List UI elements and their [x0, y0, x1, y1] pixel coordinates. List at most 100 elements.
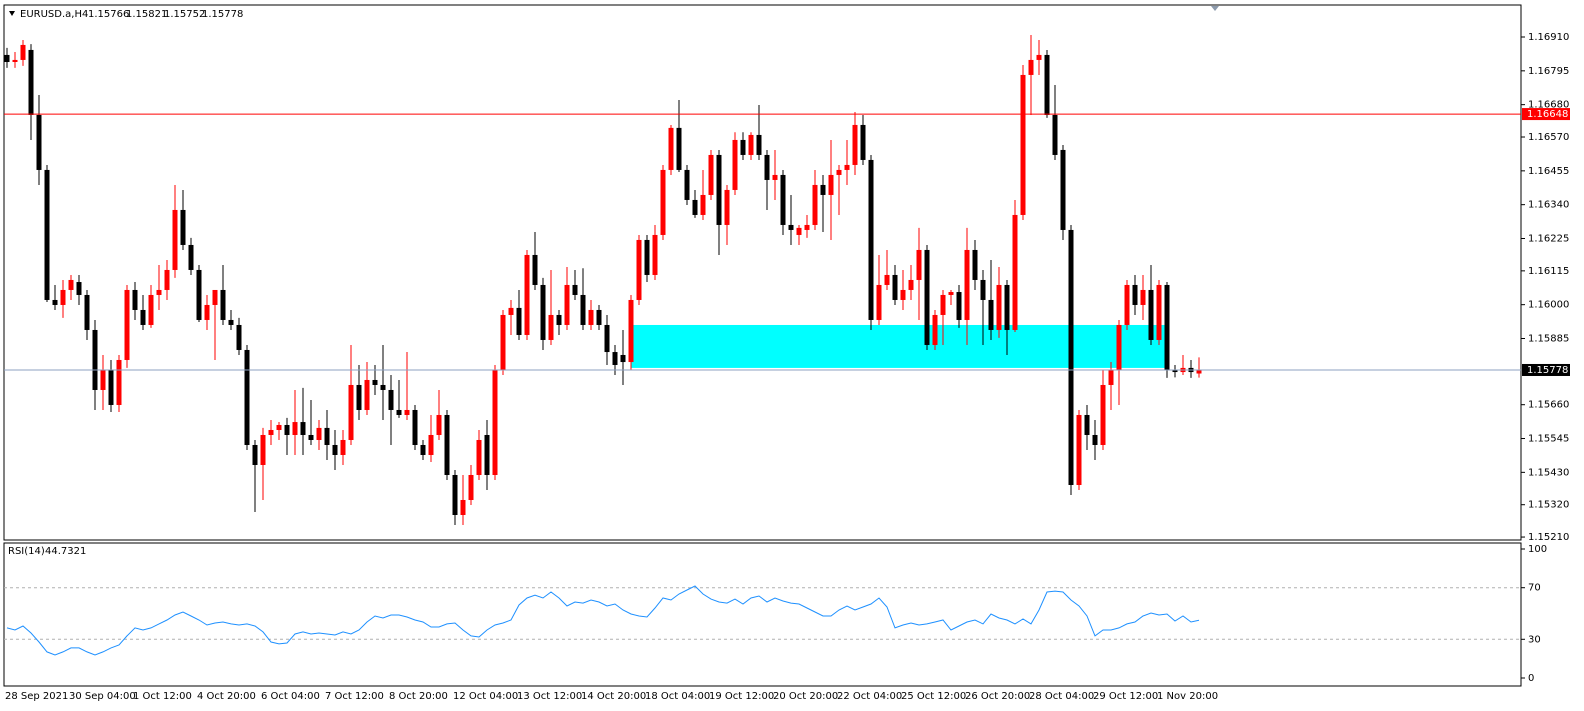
candle-body	[884, 274, 890, 285]
x-tick-label: 7 Oct 12:00	[325, 691, 384, 702]
candle-body	[964, 249, 970, 320]
candle-body	[148, 294, 154, 325]
y-tick-label: 1.16910	[1528, 32, 1569, 43]
candle-body	[708, 154, 714, 195]
candle-body	[468, 474, 474, 500]
candle-body	[460, 499, 466, 515]
candle-body	[876, 284, 882, 320]
candle-body	[220, 289, 226, 320]
candle-body	[588, 309, 594, 325]
x-tick-label: 13 Oct 12:00	[517, 691, 582, 702]
zone-layer	[631, 324, 1167, 368]
x-tick-label: 18 Oct 04:00	[645, 691, 710, 702]
x-tick-label: 28 Oct 04:00	[1029, 691, 1094, 702]
candle-body	[828, 174, 834, 195]
candle-body	[1124, 284, 1130, 325]
candle-body	[340, 439, 346, 455]
candle-body	[4, 54, 10, 63]
x-tick-label: 1 Nov 20:00	[1157, 691, 1218, 702]
symbol: EURUSD.a,H4	[20, 9, 88, 20]
candle-body	[452, 474, 458, 515]
candle-body	[84, 294, 90, 330]
y-tick-label: 1.15545	[1528, 434, 1569, 445]
candle-body	[1012, 214, 1018, 330]
y-tick-label: 1.16340	[1528, 200, 1569, 211]
candle-body	[644, 239, 650, 275]
x-tick-label: 8 Oct 20:00	[389, 691, 448, 702]
candle-body	[380, 384, 386, 390]
x-tick-label: 30 Sep 04:00	[69, 691, 136, 702]
candle-body	[604, 324, 610, 353]
menu-arrow[interactable]	[9, 11, 15, 16]
x-tick-label: 28 Sep 2021	[5, 691, 68, 702]
candle-body	[108, 369, 114, 405]
candle-body	[916, 249, 922, 280]
candle-body	[188, 244, 194, 270]
x-tick-label: 1 Oct 12:00	[133, 691, 192, 702]
y-tick-label: 1.16570	[1528, 132, 1569, 143]
candle-body	[1068, 229, 1074, 485]
candle-body	[852, 124, 858, 165]
candle-body	[1060, 149, 1066, 230]
candle-body	[60, 289, 66, 305]
candle-body	[844, 164, 850, 170]
candle-body	[596, 309, 602, 325]
candle-body	[956, 292, 962, 320]
candle-body	[860, 124, 866, 160]
y-tick-label: 1.15320	[1528, 500, 1569, 511]
candle-body	[156, 289, 162, 295]
candle-body	[580, 294, 586, 325]
y-tick-label: 1.16115	[1528, 266, 1569, 277]
candle-body	[316, 427, 322, 440]
candle-body	[324, 427, 330, 445]
candle-body	[284, 424, 290, 435]
candle-body	[1140, 289, 1146, 305]
candle-body	[1196, 369, 1202, 374]
candle-body	[12, 59, 18, 63]
candle-body	[116, 359, 122, 405]
candle-body	[228, 319, 234, 325]
candle-body	[372, 379, 378, 385]
candle-body	[748, 134, 754, 155]
y-tick-label: 1.15210	[1528, 532, 1569, 543]
candle-body	[52, 299, 58, 305]
candle-body	[1172, 369, 1178, 373]
x-tick-label: 26 Oct 20:00	[965, 691, 1030, 702]
y-tick-label: 1.16000	[1528, 300, 1569, 311]
low-price: 1.15752	[164, 9, 205, 20]
candle-body	[476, 439, 482, 475]
candle-body	[668, 127, 674, 170]
candle-body	[100, 369, 106, 390]
candle-body	[700, 194, 706, 215]
candle-body	[740, 139, 746, 155]
candle-body	[868, 159, 874, 320]
candle-body	[364, 379, 370, 410]
candle-body	[996, 284, 1002, 330]
candle-body	[436, 414, 442, 435]
y-tick-label: 1.15430	[1528, 467, 1569, 478]
zone	[631, 324, 1167, 368]
candle-body	[68, 279, 74, 290]
close-price: 1.15778	[202, 9, 243, 20]
candle-body	[180, 209, 186, 245]
price-label: 1.16648	[1527, 109, 1568, 120]
candle-body	[1004, 284, 1010, 330]
candle-body	[660, 169, 666, 235]
candle-body	[612, 352, 618, 365]
candle-body	[420, 444, 426, 455]
candle-body	[292, 422, 298, 435]
candle-body	[44, 169, 50, 300]
x-tick-label: 12 Oct 04:00	[453, 691, 518, 702]
candle-body	[428, 434, 434, 455]
candle-body	[1116, 324, 1122, 370]
shift-marker	[1211, 6, 1219, 11]
x-tick-label: 6 Oct 04:00	[261, 691, 320, 702]
candle-body	[772, 174, 778, 180]
rsi-tick-label: 100	[1528, 544, 1547, 555]
candle-body	[572, 284, 578, 295]
x-tick-label: 14 Oct 20:00	[581, 691, 646, 702]
candle-body	[268, 429, 274, 435]
candle-body	[764, 154, 770, 180]
candle-body	[556, 314, 562, 325]
candle-body	[1044, 54, 1050, 115]
